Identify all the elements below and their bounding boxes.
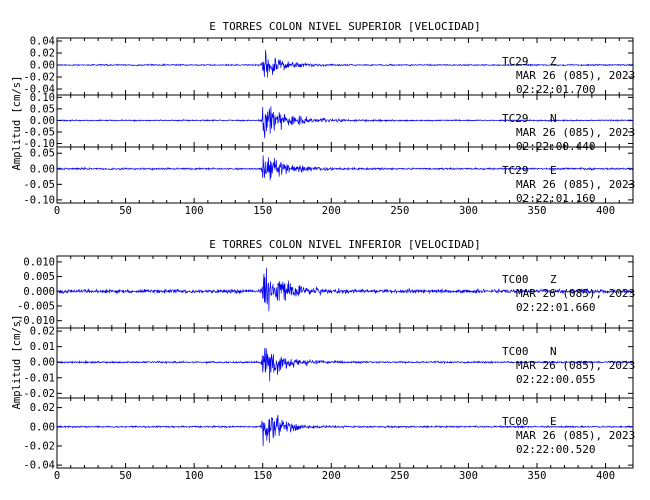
- station-component-label: TC00: [502, 273, 529, 286]
- y-tick-label: -0.04: [23, 460, 55, 472]
- x-tick-label: 350: [528, 470, 547, 482]
- x-tick-label: 150: [253, 205, 272, 217]
- station-component-label: TC29: [502, 164, 529, 177]
- chart-title: E TORRES COLON NIVEL INFERIOR [VELOCIDAD…: [209, 238, 481, 251]
- y-tick-label: 0.000: [23, 286, 55, 298]
- y-tick-label: 0.05: [30, 103, 55, 115]
- y-tick-label: 0.005: [23, 271, 55, 283]
- component-label: N: [550, 112, 557, 125]
- x-tick-label: 100: [185, 205, 204, 217]
- y-tick-label: 0.02: [30, 402, 55, 414]
- x-tick-label: 300: [459, 470, 478, 482]
- time-label: 02:22:01.660: [516, 301, 595, 314]
- component-label: N: [550, 345, 557, 358]
- x-tick-label: 350: [528, 205, 547, 217]
- date-label: MAR 26 (085), 2023: [516, 69, 635, 82]
- x-tick-label: 0: [54, 205, 60, 217]
- component-label: Z: [550, 55, 557, 68]
- y-tick-label: 0.04: [30, 36, 55, 48]
- y-tick-label: -0.01: [23, 372, 55, 384]
- station-component-label: TC29: [502, 112, 529, 125]
- y-tick-label: 0.00: [30, 421, 55, 433]
- y-tick-label: 0.01: [30, 341, 55, 353]
- waveform-trace: [56, 267, 634, 312]
- x-tick-label: 250: [390, 205, 409, 217]
- time-label: 02:22:00.520: [516, 443, 595, 456]
- y-axis-label: Amplitud [cm/s]: [11, 315, 23, 410]
- component-label: E: [550, 164, 557, 177]
- waveform-trace: [56, 414, 634, 447]
- y-tick-label: -0.04: [23, 84, 55, 96]
- y-tick-label: 0.05: [30, 148, 55, 160]
- time-label: 02:22:00.055: [516, 373, 595, 386]
- waveform-trace: [56, 106, 634, 139]
- y-tick-label: 0.00: [30, 357, 55, 369]
- station-component-label: TC00: [502, 345, 529, 358]
- station-component-label: TC00: [502, 415, 529, 428]
- station-component-label: TC29: [502, 55, 529, 68]
- component-label: Z: [550, 273, 557, 286]
- y-tick-label: 0.00: [30, 115, 55, 127]
- y-tick-label: 0.02: [30, 48, 55, 60]
- x-tick-label: 400: [596, 205, 615, 217]
- y-tick-label: -0.02: [23, 388, 55, 400]
- x-tick-label: 200: [322, 205, 341, 217]
- waveform-trace: [56, 50, 634, 78]
- y-tick-label: 0.010: [23, 256, 55, 268]
- x-tick-label: 50: [119, 205, 132, 217]
- date-label: MAR 26 (085), 2023: [516, 178, 635, 191]
- y-tick-label: 0.02: [30, 326, 55, 338]
- y-tick-label: 0.00: [30, 163, 55, 175]
- x-tick-label: 0: [54, 470, 60, 482]
- y-tick-label: -0.010: [17, 315, 55, 327]
- date-label: MAR 26 (085), 2023: [516, 287, 635, 300]
- y-tick-label: 0.00: [30, 60, 55, 72]
- x-tick-label: 300: [459, 205, 478, 217]
- y-tick-label: -0.10: [23, 194, 55, 206]
- y-tick-label: 0.10: [30, 92, 55, 104]
- y-tick-label: -0.02: [23, 440, 55, 452]
- date-label: MAR 26 (085), 2023: [516, 126, 635, 139]
- x-tick-label: 400: [596, 470, 615, 482]
- waveform-trace: [56, 155, 634, 181]
- date-label: MAR 26 (085), 2023: [516, 359, 635, 372]
- chart-title: E TORRES COLON NIVEL SUPERIOR [VELOCIDAD…: [209, 20, 481, 33]
- component-label: E: [550, 415, 557, 428]
- x-tick-label: 150: [253, 470, 272, 482]
- x-tick-label: 200: [322, 470, 341, 482]
- y-tick-label: -0.02: [23, 72, 55, 84]
- time-label: 02:22:01.700: [516, 83, 595, 96]
- time-label: 02:22:00.440: [516, 140, 595, 153]
- date-label: MAR 26 (085), 2023: [516, 429, 635, 442]
- y-axis-label: Amplitud [cm/s]: [11, 76, 23, 171]
- x-tick-label: 100: [185, 470, 204, 482]
- y-tick-label: -0.10: [23, 138, 55, 150]
- y-tick-label: -0.05: [23, 126, 55, 138]
- y-tick-label: -0.005: [17, 300, 55, 312]
- x-tick-label: 50: [119, 470, 132, 482]
- time-label: 02:22:01.160: [516, 192, 595, 205]
- waveform-trace: [56, 348, 634, 382]
- y-tick-label: -0.05: [23, 179, 55, 191]
- x-tick-label: 250: [390, 470, 409, 482]
